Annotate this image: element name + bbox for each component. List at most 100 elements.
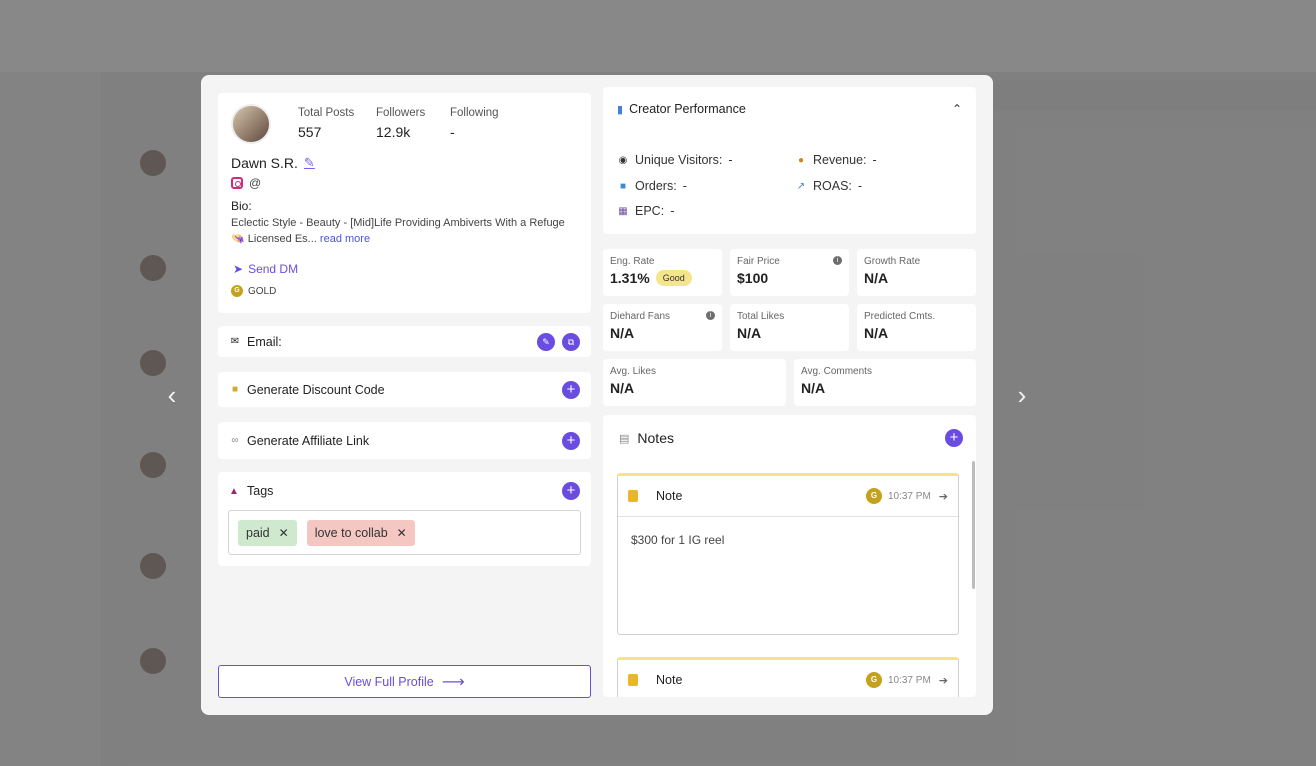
remove-tag-icon[interactable]: ✕ — [396, 525, 407, 540]
metric-value: N/A — [864, 270, 889, 286]
info-icon[interactable]: i — [706, 311, 715, 320]
backdrop-avatar — [140, 150, 166, 176]
chart-icon: ▮ — [617, 103, 624, 116]
creator-handle[interactable]: @ — [249, 176, 262, 190]
backdrop-avatar — [140, 255, 166, 281]
perf-label: ROAS: — [813, 179, 852, 193]
metric-diehard-fans: Diehard Fans i N/A — [603, 304, 722, 351]
remove-tag-icon[interactable]: ✕ — [278, 525, 289, 540]
tags-input[interactable]: paid ✕ love to collab ✕ — [228, 510, 581, 555]
note-time: 10:37 PM — [887, 490, 931, 502]
perf-label: Orders: — [635, 179, 677, 193]
metric-value: N/A — [864, 325, 889, 341]
author-avatar: G — [865, 488, 882, 504]
perf-value: - — [728, 153, 733, 167]
stat-label: Total Posts — [298, 107, 355, 119]
view-full-profile-button[interactable]: View Full Profile ⟶ — [218, 665, 591, 698]
send-dm-label: Send DM — [248, 262, 299, 276]
metric-label-row: Fair Price i — [737, 256, 842, 267]
metric-predicted-comments: Predicted Cmts. N/A — [857, 304, 976, 351]
info-icon[interactable]: i — [833, 256, 842, 265]
metric-value: N/A — [610, 325, 635, 341]
pin-icon[interactable]: ➔ — [938, 490, 948, 503]
note-title: Note — [656, 673, 683, 687]
email-row: ✉ Email: ✎ ⧉ — [218, 326, 591, 357]
stat-value: 557 — [298, 124, 322, 140]
metric-label: Diehard Fans — [610, 311, 671, 322]
metric-avg-comments: Avg. Comments N/A — [794, 359, 976, 406]
send-dm-button[interactable]: ➤ Send DM — [233, 262, 298, 276]
notes-card: ▤ Notes + Note G 10:37 PM ➔ $300 for 1 I… — [603, 415, 976, 697]
edit-email-button[interactable]: ✎ — [537, 332, 555, 351]
add-affiliate-link-button[interactable]: + — [562, 431, 580, 450]
tier-label: GOLD — [248, 285, 277, 297]
metric-value: N/A — [801, 380, 826, 396]
profile-card: Total Posts 557 Followers 12.9k Followin… — [218, 93, 591, 313]
note-body[interactable]: $300 for 1 IG reel — [631, 533, 725, 547]
backdrop-avatar — [140, 648, 166, 674]
tag-label: paid — [246, 525, 270, 540]
notepad-icon: ▤ — [619, 432, 630, 445]
handle-row: @ — [231, 176, 261, 190]
metric-label: Avg. Likes — [610, 366, 656, 377]
instagram-icon — [231, 177, 243, 189]
view-full-profile-label: View Full Profile — [344, 674, 434, 689]
metric-value: N/A — [610, 380, 635, 396]
metric-label: Total Likes — [737, 311, 785, 322]
perf-unique-visitors: ◉ Unique Visitors: - — [617, 153, 733, 167]
affiliate-label: Generate Affiliate Link — [247, 433, 370, 448]
metric-value: 1.31% — [610, 270, 650, 286]
backdrop-strip — [994, 80, 1316, 110]
performance-header[interactable]: ▮ Creator Performance ⌃ — [617, 102, 962, 116]
metric-avg-likes: Avg. Likes N/A — [603, 359, 786, 406]
note-item: Note G 10:37 PM ➔ — [617, 657, 959, 697]
notes-header: ▤ Notes + — [619, 429, 963, 447]
chevron-up-icon[interactable]: ⌃ — [951, 102, 962, 116]
copy-email-button[interactable]: ⧉ — [562, 332, 580, 351]
metric-label-row: Diehard Fans i — [610, 311, 715, 322]
add-note-button[interactable]: + — [945, 429, 963, 447]
backdrop-avatar — [140, 553, 166, 579]
note-header: Note G 10:37 PM ➔ — [618, 476, 958, 517]
link-icon: ∞ — [231, 435, 239, 446]
metric-value: N/A — [737, 325, 762, 341]
notes-title: Notes — [637, 430, 674, 446]
gold-tier-icon: G — [231, 285, 243, 297]
previous-creator-button[interactable]: ‹ — [167, 380, 177, 410]
perf-label: Revenue: — [813, 153, 867, 167]
creator-name: Dawn S.R. — [231, 155, 298, 171]
add-tag-button[interactable]: + — [562, 482, 580, 500]
discount-code-row: ■ Generate Discount Code + — [218, 372, 591, 407]
metric-label: Avg. Comments — [801, 366, 872, 377]
metric-total-likes: Total Likes N/A — [730, 304, 849, 351]
read-more-link[interactable]: read more — [319, 233, 371, 245]
ticket-icon: ■ — [231, 384, 239, 395]
perf-value: - — [872, 153, 877, 167]
perf-label: Unique Visitors: — [635, 153, 723, 167]
next-creator-button[interactable]: › — [1017, 380, 1027, 410]
notes-scrollbar[interactable] — [972, 461, 975, 589]
eyes-icon: ◉ — [618, 154, 628, 166]
pin-icon[interactable]: ➔ — [938, 674, 948, 687]
avatar[interactable] — [231, 104, 271, 144]
tags-label: Tags — [247, 484, 274, 498]
perf-revenue: ● Revenue: - — [795, 153, 877, 167]
send-icon: ➤ — [233, 262, 244, 276]
add-discount-code-button[interactable]: + — [562, 380, 580, 399]
metric-label: Eng. Rate — [610, 256, 655, 267]
edit-name-icon[interactable]: ✎ — [303, 155, 315, 170]
backdrop-sidebar — [0, 72, 100, 766]
creator-name-row: Dawn S.R. ✎ — [231, 155, 315, 171]
backdrop-avatar — [140, 452, 166, 478]
shopping-bags-icon: ■ — [619, 180, 627, 192]
tag-label: love to collab — [314, 525, 388, 540]
envelope-icon: ✉ — [230, 336, 240, 347]
tag-chip: love to collab ✕ — [306, 519, 415, 546]
stat-total-posts: Total Posts 557 — [298, 107, 376, 140]
affiliate-link-row: ∞ Generate Affiliate Link + — [218, 422, 591, 459]
perf-value: - — [857, 179, 863, 193]
tags-card: ▲ Tags + paid ✕ love to collab ✕ — [218, 472, 591, 566]
stat-value: - — [450, 124, 455, 140]
metric-label: Predicted Cmts. — [864, 311, 936, 322]
profile-stats: Total Posts 557 Followers 12.9k Followin… — [298, 107, 528, 140]
